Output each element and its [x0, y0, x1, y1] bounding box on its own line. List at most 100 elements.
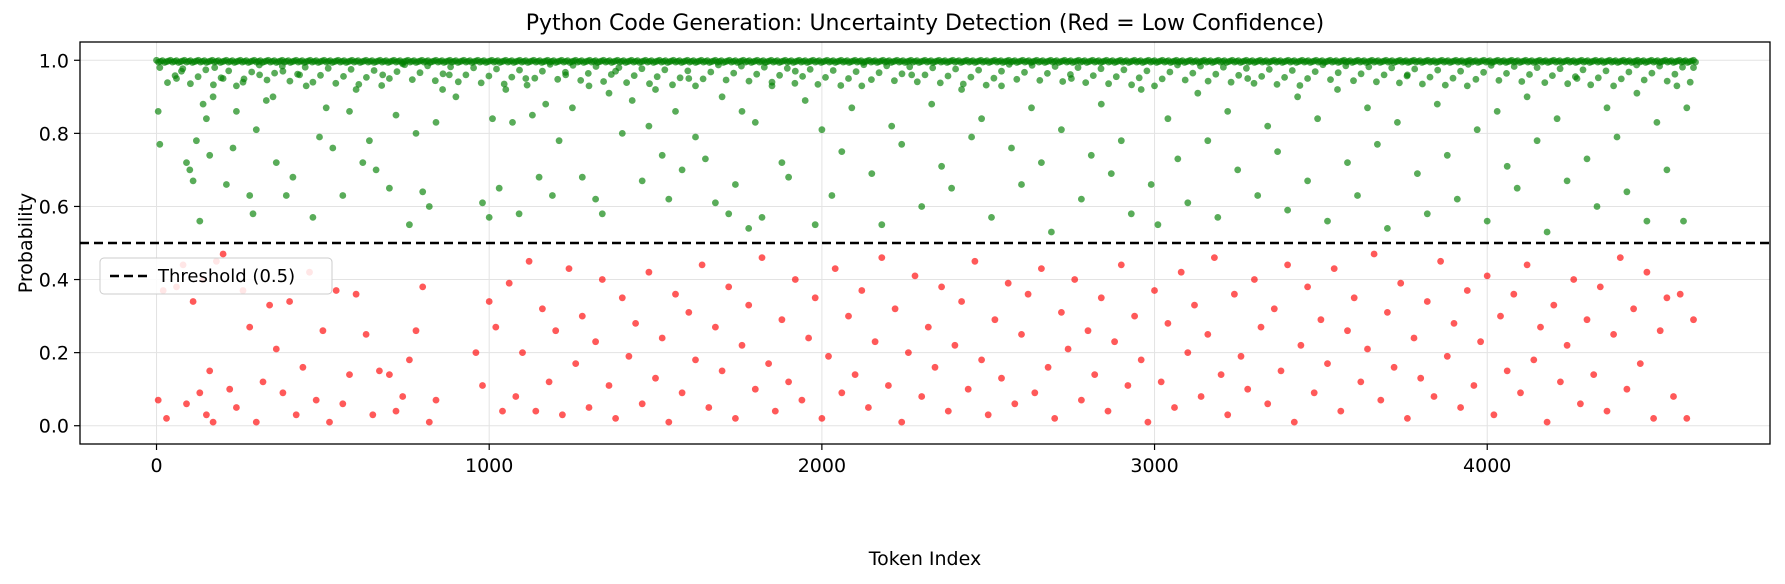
data-point: [1297, 341, 1305, 349]
data-point: [1671, 70, 1679, 78]
data-point: [272, 345, 280, 353]
data-point: [309, 78, 317, 86]
data-point: [255, 61, 263, 69]
data-point: [1078, 396, 1085, 404]
data-point: [678, 389, 686, 397]
data-point: [485, 298, 493, 305]
data-point: [883, 62, 891, 70]
data-point: [672, 290, 679, 298]
data-point: [1304, 75, 1311, 82]
data-point: [625, 352, 633, 360]
data-point: [369, 411, 377, 419]
data-point: [1510, 290, 1518, 298]
data-point: [301, 63, 309, 71]
data-point: [758, 214, 766, 221]
data-point: [1390, 363, 1398, 371]
data-point: [1364, 345, 1371, 353]
data-point: [219, 250, 227, 258]
data-point: [1044, 70, 1051, 77]
data-point: [918, 203, 926, 210]
data-point: [618, 294, 626, 302]
data-point: [585, 404, 593, 411]
legend-label-threshold: Threshold (0.5): [157, 266, 295, 287]
data-point: [665, 195, 673, 203]
data-point: [778, 316, 786, 324]
data-point: [189, 298, 197, 305]
data-point: [392, 407, 400, 415]
data-point: [319, 327, 327, 335]
data-point: [1128, 81, 1135, 89]
data-point: [1311, 68, 1319, 75]
data-point: [929, 64, 937, 72]
data-point: [1265, 66, 1273, 73]
data-point: [1563, 177, 1571, 185]
data-point: [1197, 393, 1205, 400]
data-point: [1503, 70, 1510, 77]
data-point: [1517, 389, 1524, 397]
data-point: [1274, 148, 1281, 156]
data-point: [332, 287, 340, 294]
data-point: [998, 82, 1005, 90]
data-point: [1273, 81, 1281, 88]
data-point: [1317, 316, 1325, 324]
data-point: [1557, 378, 1564, 386]
data-point: [1231, 290, 1238, 298]
data-point: [1543, 228, 1551, 236]
data-point: [439, 70, 447, 78]
data-point: [1365, 63, 1373, 71]
data-point: [1304, 177, 1311, 185]
data-point: [638, 177, 646, 185]
data-point: [1184, 199, 1192, 207]
data-point: [1470, 382, 1478, 389]
data-point: [605, 89, 613, 97]
data-point: [718, 93, 726, 101]
data-point: [1191, 301, 1198, 309]
data-point: [628, 97, 636, 104]
data-point: [552, 327, 560, 335]
data-point: [665, 418, 673, 426]
data-point: [539, 67, 546, 75]
data-point: [1370, 250, 1378, 258]
data-point: [502, 86, 510, 93]
data-point: [1038, 265, 1045, 272]
data-point: [289, 173, 297, 181]
data-point: [891, 77, 898, 85]
data-point: [988, 214, 995, 221]
data-point: [982, 81, 990, 89]
data-point: [898, 418, 906, 426]
data-point: [1640, 76, 1648, 84]
data-point: [363, 74, 370, 81]
data-point: [379, 71, 387, 79]
data-point: [542, 100, 550, 108]
data-point: [975, 66, 982, 74]
y-tick-label: 1.0: [39, 50, 69, 72]
data-point: [1137, 356, 1145, 364]
data-point: [1543, 418, 1551, 426]
data-point: [944, 72, 952, 80]
data-point: [1064, 345, 1072, 353]
data-point: [1533, 64, 1541, 71]
data-point: [249, 210, 257, 218]
data-point: [658, 334, 666, 342]
data-point: [266, 301, 273, 309]
data-point: [913, 78, 921, 86]
data-point: [931, 363, 939, 371]
data-point: [1104, 407, 1112, 415]
data-point: [1563, 341, 1571, 349]
data-point: [1324, 217, 1331, 225]
data-point: [1493, 108, 1501, 115]
data-point: [1577, 400, 1584, 408]
data-point: [924, 323, 932, 331]
data-point: [745, 77, 753, 85]
data-point: [598, 276, 606, 283]
data-point: [516, 66, 523, 74]
data-point: [1617, 75, 1625, 83]
data-point: [811, 294, 819, 302]
data-point: [938, 162, 945, 170]
data-point: [814, 81, 822, 88]
data-point: [1284, 206, 1291, 214]
data-point: [286, 77, 294, 85]
data-point: [1623, 385, 1631, 393]
data-point: [584, 70, 592, 77]
data-point: [1204, 77, 1212, 85]
